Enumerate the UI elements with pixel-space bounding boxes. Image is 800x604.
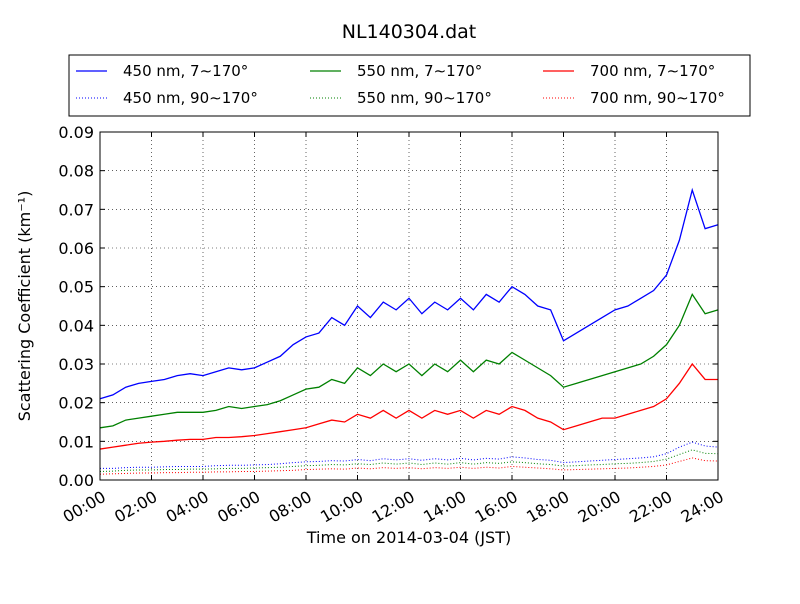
y-tick-label: 0.08 (58, 162, 94, 181)
legend-label: 450 nm, 7∼170° (123, 62, 248, 80)
series-lines (99, 187, 719, 475)
legend-label: 700 nm, 90∼170° (590, 89, 725, 107)
legend-item: 700 nm, 7∼170° (543, 62, 715, 80)
legend-box (68, 54, 751, 117)
legend-item: 700 nm, 90∼170° (543, 89, 725, 107)
legend: 450 nm, 7∼170° 550 nm, 7∼170° 700 nm, 7∼17… (68, 54, 751, 117)
series-line-700-dotted (99, 457, 719, 475)
legend-label: 700 nm, 7∼170° (590, 62, 715, 80)
series-line-450-solid (99, 187, 719, 400)
x-axis-label: Time on 2014-03-04 (JST) (306, 528, 511, 547)
axis-ticks (99, 131, 719, 481)
series-line-550-solid (99, 293, 719, 429)
legend-label: 550 nm, 7∼170° (357, 62, 482, 80)
y-tick-label: 0.07 (58, 200, 94, 219)
y-tick-label: 0.05 (58, 278, 94, 297)
legend-label: 450 nm, 90∼170° (123, 89, 258, 107)
y-tick-label: 0.06 (58, 239, 94, 258)
legend-label: 550 nm, 90∼170° (357, 89, 492, 107)
y-tick-label: 0.01 (58, 432, 94, 451)
y-tick-label: 0.02 (58, 394, 94, 413)
y-tick-label: 0.00 (58, 471, 94, 490)
series-line-700-solid (99, 362, 718, 450)
legend-item: 550 nm, 7∼170° (310, 62, 482, 80)
y-tick-label: 0.03 (58, 355, 94, 374)
legend-item: 450 nm, 7∼170° (76, 62, 248, 80)
series-line-550-dotted (99, 449, 719, 472)
y-axis-label: Scattering Coefficient (km⁻¹) (15, 191, 34, 422)
chart-title: NL140304.dat (342, 21, 477, 43)
y-tick-label: 0.04 (58, 316, 94, 335)
legend-item: 550 nm, 90∼170° (310, 89, 492, 107)
y-tick-labels: 0.00 0.01 0.02 0.03 0.04 0.05 0.06 0.07 0.08 0.09 (58, 123, 94, 490)
legend-item: 450 nm, 90∼170° (76, 89, 258, 107)
plot-area (100, 132, 718, 480)
series-line-450-dotted (100, 441, 719, 469)
y-tick-label: 0.09 (58, 123, 94, 142)
